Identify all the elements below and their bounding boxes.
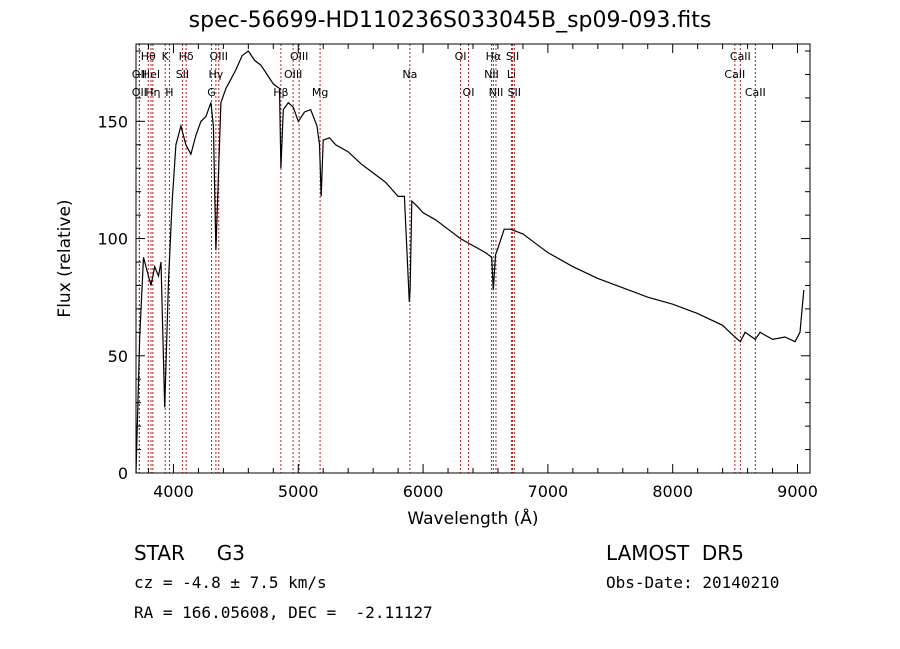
line-marker-label: Hθ xyxy=(141,50,156,63)
y-tick-label: 0 xyxy=(118,464,128,483)
y-axis-title: Flux (relative) xyxy=(55,199,75,317)
line-marker-label: NII xyxy=(489,86,504,99)
line-marker-label: Hδ xyxy=(179,50,194,63)
x-tick-label: 4000 xyxy=(153,482,194,501)
x-tick-label: 7000 xyxy=(528,482,569,501)
x-tick-label: 9000 xyxy=(777,482,818,501)
line-marker-label: CaII xyxy=(745,86,766,99)
y-tick-label: 150 xyxy=(97,112,128,131)
line-marker-label: Hη xyxy=(145,86,160,99)
line-marker-label: NII xyxy=(484,68,499,81)
x-tick-label: 5000 xyxy=(278,482,319,501)
y-tick-label: 100 xyxy=(97,230,128,249)
line-marker-label: H xyxy=(165,86,173,99)
obs-date-label: Obs-Date: 20140210 xyxy=(606,573,780,592)
line-marker-label: Mg xyxy=(312,86,328,99)
line-marker-label: Na xyxy=(402,68,417,81)
plot-frame xyxy=(135,43,811,474)
line-marker-label: OIII xyxy=(210,50,228,63)
line-marker-label: HeI xyxy=(142,68,160,81)
y-tick-label: 50 xyxy=(108,347,128,366)
line-marker-label: OI xyxy=(463,86,475,99)
chart-title: spec-56699-HD110236S033045B_sp09-093.fit… xyxy=(188,8,712,33)
x-axis-title: Wavelength (Å) xyxy=(407,507,538,529)
line-marker-label: K xyxy=(162,50,170,63)
coordinates-label: RA = 166.05608, DEC = -2.11127 xyxy=(134,603,433,622)
line-marker-label: CaII xyxy=(724,68,745,81)
line-marker-label: SII xyxy=(176,68,189,81)
survey-label: LAMOST DR5 xyxy=(606,541,744,565)
redshift-velocity-label: cz = -4.8 ± 7.5 km/s xyxy=(134,573,327,592)
spectrum-line xyxy=(135,50,805,474)
line-marker-label: SII xyxy=(506,50,519,63)
line-marker-label: Li xyxy=(507,68,516,81)
line-marker-label: OIII xyxy=(284,68,302,81)
line-marker-label: Hβ xyxy=(273,86,288,99)
line-marker-label: OIII xyxy=(290,50,308,63)
object-class-label: STAR G3 xyxy=(134,541,245,565)
line-marker-label: CaII xyxy=(730,50,751,63)
line-marker-label: SII xyxy=(508,86,521,99)
line-marker-label: OI xyxy=(455,50,467,63)
line-marker-label: Hγ xyxy=(208,68,223,81)
x-tick-label: 8000 xyxy=(652,482,693,501)
line-marker-label: G xyxy=(207,86,216,99)
x-tick-label: 6000 xyxy=(403,482,444,501)
line-marker-label: Hα xyxy=(486,50,502,63)
